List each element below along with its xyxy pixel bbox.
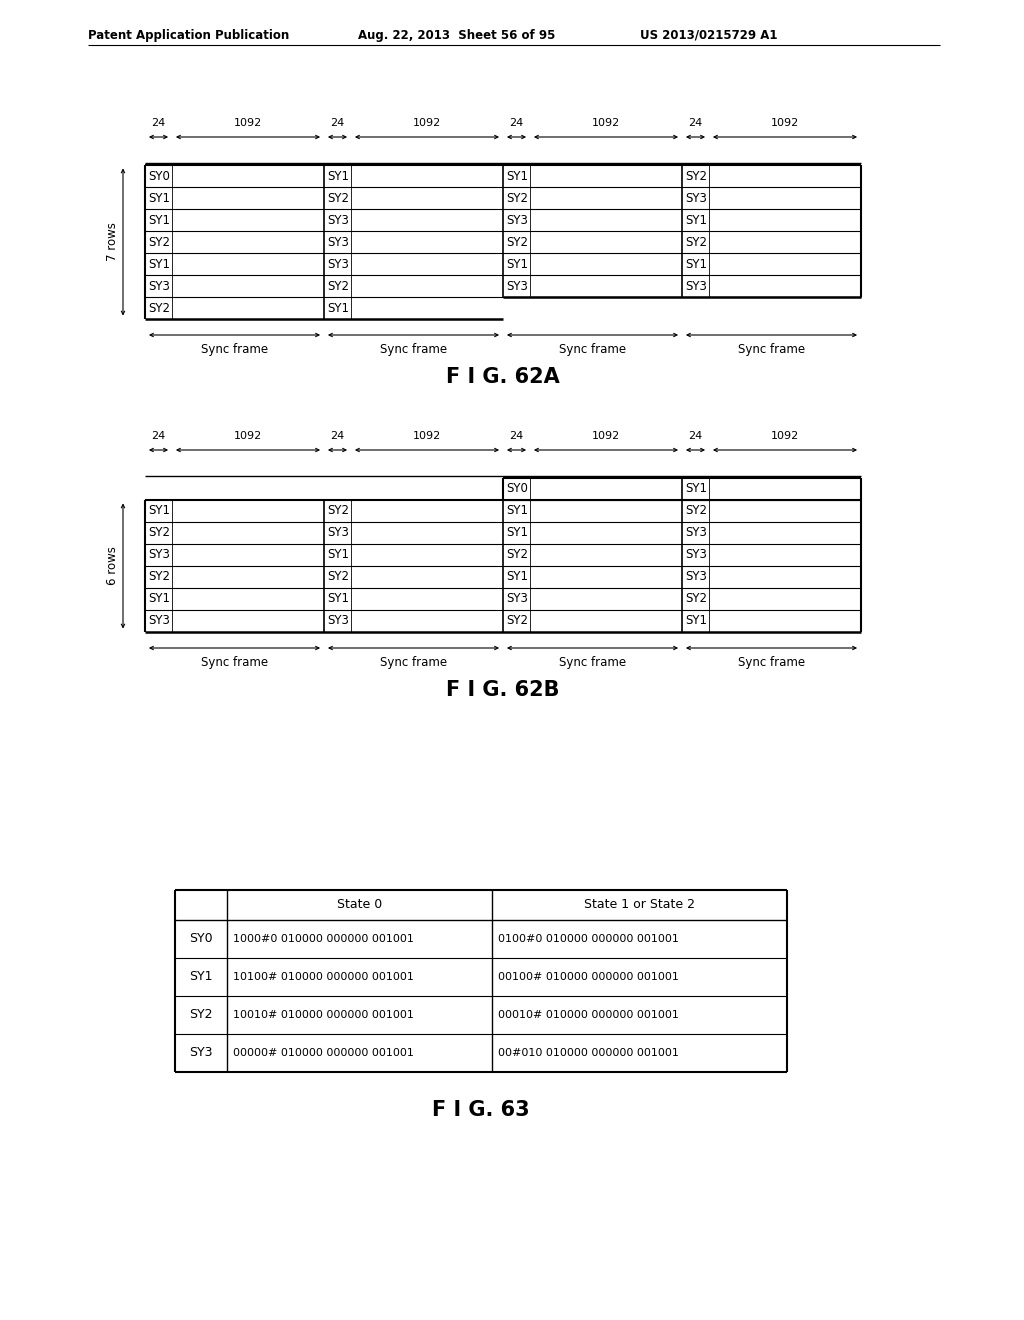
Text: SY3: SY3 [506, 593, 528, 606]
Text: SY2: SY2 [189, 1008, 213, 1022]
Text: 1092: 1092 [592, 117, 621, 128]
Text: 10100# 010000 000000 001001: 10100# 010000 000000 001001 [233, 972, 414, 982]
Text: F I G. 63: F I G. 63 [432, 1100, 529, 1119]
Text: SY1: SY1 [148, 214, 170, 227]
Text: SY3: SY3 [506, 280, 528, 293]
Text: SY3: SY3 [148, 280, 170, 293]
Text: SY2: SY2 [506, 549, 528, 561]
Text: 0100#0 010000 000000 001001: 0100#0 010000 000000 001001 [498, 935, 679, 944]
Text: SY3: SY3 [685, 191, 707, 205]
Text: SY1: SY1 [327, 169, 349, 182]
Text: SY3: SY3 [506, 214, 528, 227]
Text: SY1: SY1 [506, 527, 528, 540]
Text: 24: 24 [152, 117, 166, 128]
Text: SY2: SY2 [685, 235, 707, 248]
Text: SY3: SY3 [685, 280, 707, 293]
Text: SY2: SY2 [685, 593, 707, 606]
Text: 00000# 010000 000000 001001: 00000# 010000 000000 001001 [233, 1048, 414, 1059]
Text: 24: 24 [688, 432, 702, 441]
Text: SY3: SY3 [148, 549, 170, 561]
Text: SY1: SY1 [189, 970, 213, 983]
Text: SY1: SY1 [506, 504, 528, 517]
Text: SY2: SY2 [148, 301, 170, 314]
Text: Sync frame: Sync frame [201, 343, 268, 356]
Text: SY1: SY1 [148, 593, 170, 606]
Text: SY2: SY2 [148, 527, 170, 540]
Text: State 0: State 0 [337, 899, 382, 912]
Text: 1000#0 010000 000000 001001: 1000#0 010000 000000 001001 [233, 935, 414, 944]
Text: SY1: SY1 [327, 549, 349, 561]
Text: SY1: SY1 [327, 593, 349, 606]
Text: SY2: SY2 [685, 169, 707, 182]
Text: SY1: SY1 [685, 257, 707, 271]
Text: SY2: SY2 [327, 191, 349, 205]
Text: SY2: SY2 [685, 504, 707, 517]
Text: F I G. 62A: F I G. 62A [446, 367, 560, 387]
Text: 1092: 1092 [413, 117, 441, 128]
Text: SY3: SY3 [685, 527, 707, 540]
Text: SY2: SY2 [506, 615, 528, 627]
Text: 24: 24 [331, 117, 345, 128]
Text: 24: 24 [509, 432, 523, 441]
Text: Sync frame: Sync frame [559, 343, 626, 356]
Text: Patent Application Publication: Patent Application Publication [88, 29, 289, 41]
Text: SY3: SY3 [685, 549, 707, 561]
Text: 7 rows: 7 rows [106, 223, 120, 261]
Text: SY3: SY3 [327, 615, 349, 627]
Text: 1092: 1092 [771, 117, 799, 128]
Text: 24: 24 [509, 117, 523, 128]
Text: Aug. 22, 2013  Sheet 56 of 95: Aug. 22, 2013 Sheet 56 of 95 [358, 29, 555, 41]
Text: SY1: SY1 [148, 257, 170, 271]
Text: SY1: SY1 [327, 301, 349, 314]
Text: Sync frame: Sync frame [380, 656, 447, 669]
Text: SY0: SY0 [506, 483, 528, 495]
Text: SY2: SY2 [148, 570, 170, 583]
Text: F I G. 62B: F I G. 62B [446, 680, 560, 700]
Text: 10010# 010000 000000 001001: 10010# 010000 000000 001001 [233, 1010, 414, 1020]
Text: Sync frame: Sync frame [380, 343, 447, 356]
Text: SY1: SY1 [506, 169, 528, 182]
Text: Sync frame: Sync frame [738, 343, 805, 356]
Text: SY3: SY3 [685, 570, 707, 583]
Text: SY0: SY0 [189, 932, 213, 945]
Text: SY3: SY3 [148, 615, 170, 627]
Text: 00100# 010000 000000 001001: 00100# 010000 000000 001001 [498, 972, 679, 982]
Text: SY0: SY0 [148, 169, 170, 182]
Text: SY2: SY2 [148, 235, 170, 248]
Text: SY1: SY1 [506, 570, 528, 583]
Text: SY2: SY2 [327, 570, 349, 583]
Text: 24: 24 [152, 432, 166, 441]
Text: SY3: SY3 [327, 257, 349, 271]
Text: 00010# 010000 000000 001001: 00010# 010000 000000 001001 [498, 1010, 679, 1020]
Text: 00#010 010000 000000 001001: 00#010 010000 000000 001001 [498, 1048, 679, 1059]
Text: SY2: SY2 [506, 235, 528, 248]
Text: SY1: SY1 [685, 483, 707, 495]
Text: 1092: 1092 [771, 432, 799, 441]
Text: SY2: SY2 [327, 280, 349, 293]
Text: SY3: SY3 [327, 214, 349, 227]
Text: Sync frame: Sync frame [559, 656, 626, 669]
Text: State 1 or State 2: State 1 or State 2 [584, 899, 695, 912]
Text: SY3: SY3 [327, 235, 349, 248]
Text: SY1: SY1 [506, 257, 528, 271]
Text: SY2: SY2 [506, 191, 528, 205]
Text: SY3: SY3 [189, 1047, 213, 1060]
Text: SY1: SY1 [148, 191, 170, 205]
Text: 1092: 1092 [413, 432, 441, 441]
Text: 24: 24 [688, 117, 702, 128]
Text: 1092: 1092 [233, 117, 262, 128]
Text: SY1: SY1 [685, 214, 707, 227]
Text: Sync frame: Sync frame [201, 656, 268, 669]
Text: SY1: SY1 [685, 615, 707, 627]
Text: SY1: SY1 [148, 504, 170, 517]
Text: 24: 24 [331, 432, 345, 441]
Text: SY2: SY2 [327, 504, 349, 517]
Text: 1092: 1092 [592, 432, 621, 441]
Text: US 2013/0215729 A1: US 2013/0215729 A1 [640, 29, 777, 41]
Text: 6 rows: 6 rows [106, 546, 120, 586]
Text: Sync frame: Sync frame [738, 656, 805, 669]
Text: 1092: 1092 [233, 432, 262, 441]
Text: SY3: SY3 [327, 527, 349, 540]
